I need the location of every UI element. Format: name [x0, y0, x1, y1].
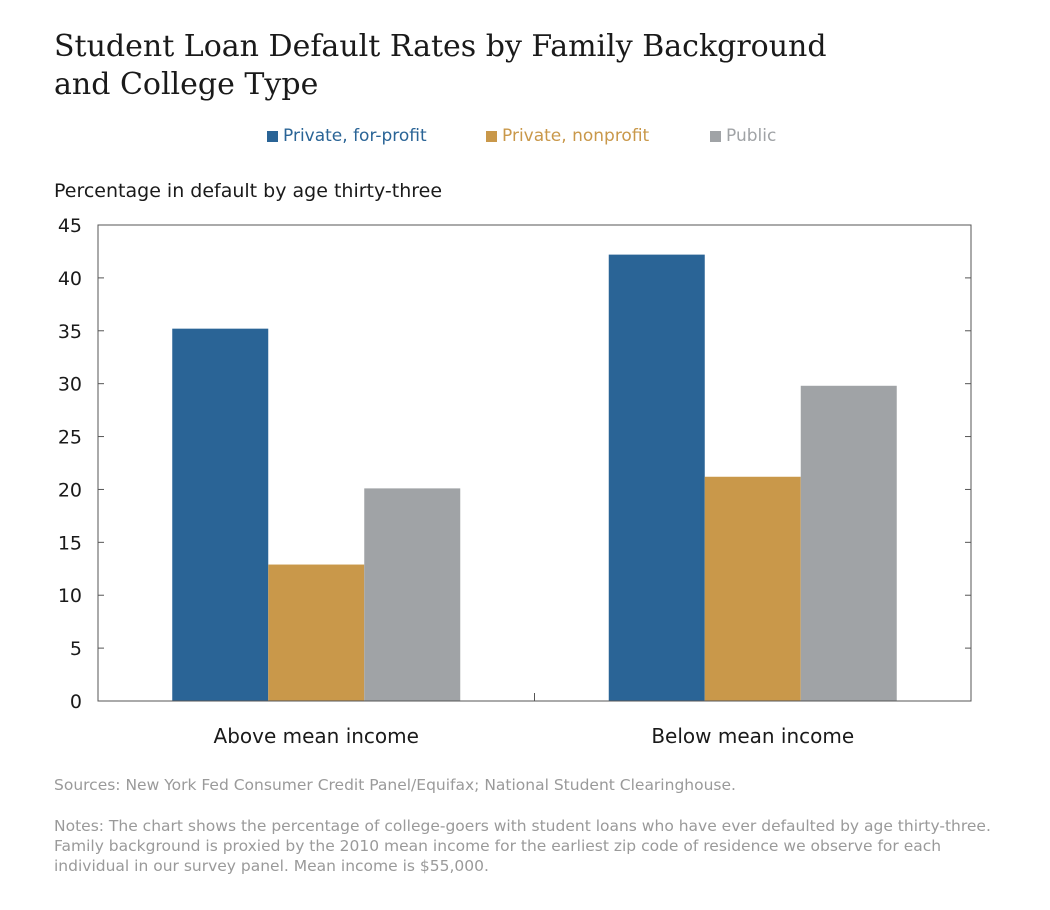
bar-above-mean-income-public: [364, 488, 461, 701]
legend-label-nonprofit: Private, nonprofit: [502, 126, 650, 146]
y-tick-label-25: 25: [58, 427, 82, 449]
chart-title-line-2: and College Type: [54, 67, 319, 102]
bar-below-mean-income-private-for-profit: [608, 254, 705, 701]
chart-legend: Private, for-profit Private, nonprofit P…: [0, 126, 1050, 156]
y-tick-label-15: 15: [58, 532, 82, 554]
bar-below-mean-income-public: [800, 385, 897, 701]
y-axis-label: Percentage in default by age thirty-thre…: [54, 180, 443, 202]
x-tick-label-below-mean-income: Below mean income: [651, 724, 854, 748]
y-tick-label-30: 30: [58, 374, 82, 396]
notes-text: Notes: The chart shows the percentage of…: [54, 817, 991, 875]
y-tick-label-45: 45: [58, 215, 82, 237]
sources-note: Sources: New York Fed Consumer Credit Pa…: [54, 776, 736, 794]
y-tick-label-35: 35: [58, 321, 82, 343]
chart-title-line-1: Student Loan Default Rates by Family Bac…: [54, 29, 827, 64]
legend-swatch-nonprofit: [486, 130, 497, 142]
legend-item-nonprofit: Private, nonprofit: [486, 126, 649, 146]
legend-item-for-profit: Private, for-profit: [267, 126, 427, 146]
bar-below-mean-income-private-nonprofit: [704, 476, 801, 701]
y-tick-label-10: 10: [58, 585, 82, 607]
y-tick-label-5: 5: [70, 638, 82, 660]
bar-above-mean-income-private-for-profit: [172, 328, 269, 701]
y-tick-label-20: 20: [58, 479, 82, 501]
y-tick-label-0: 0: [70, 691, 82, 713]
y-tick-label-40: 40: [58, 268, 82, 290]
legend-item-public: Public: [710, 126, 776, 146]
bar-above-mean-income-private-nonprofit: [268, 564, 365, 701]
chart-title: Student Loan Default Rates by Family Bac…: [54, 28, 954, 104]
legend-swatch-for-profit: [267, 130, 278, 142]
legend-swatch-public: [710, 130, 721, 142]
legend-label-for-profit: Private, for-profit: [283, 126, 427, 146]
legend-label-public: Public: [726, 126, 777, 146]
bar-chart: 0 5 10 15 20 25 30 35 40 45 Above mean income Below…: [58, 215, 972, 748]
x-tick-label-above-mean-income: Above mean income: [214, 724, 419, 748]
